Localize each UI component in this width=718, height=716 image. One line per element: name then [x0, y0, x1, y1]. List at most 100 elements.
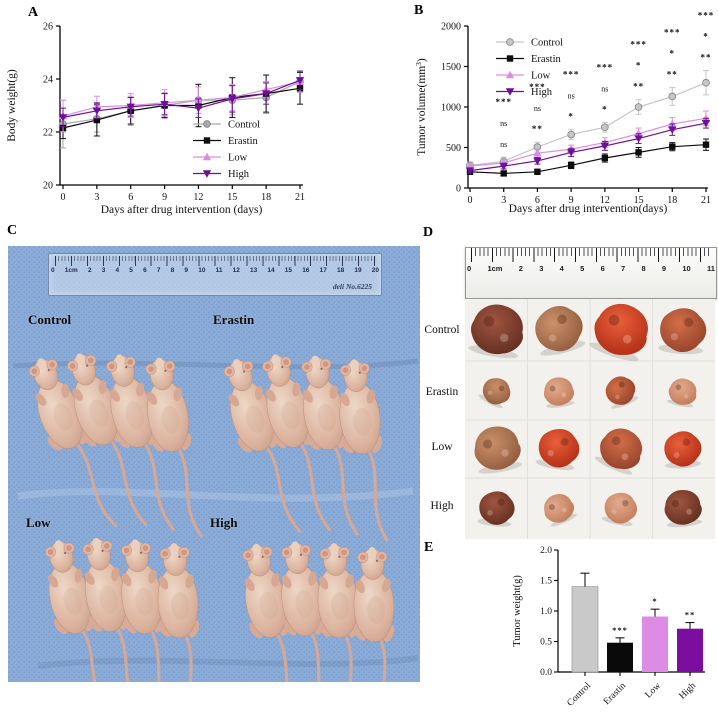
marker-circle [567, 130, 575, 139]
marker-triangle-down [600, 142, 610, 151]
svg-text:ns: ns [601, 84, 608, 93]
series-line [469, 82, 707, 166]
marker-square [93, 116, 101, 124]
panel-label-c: C [7, 223, 18, 238]
category-label: High [678, 681, 699, 702]
ruler-number: 0 [467, 264, 472, 273]
ruler-number: 0 [51, 267, 55, 274]
tumor-row-label-erastin: Erastin [425, 386, 459, 398]
marker-triangle-down [194, 104, 203, 113]
panel-label-e: E [424, 540, 434, 555]
series-high [58, 70, 305, 128]
svg-text:18: 18 [667, 195, 677, 206]
ruler-brand: deli No.6225 [332, 282, 372, 291]
marker-circle [506, 38, 514, 46]
mice-photo [8, 246, 420, 682]
category-label: Low [644, 681, 663, 700]
svg-text:12: 12 [193, 192, 203, 203]
tumor-row-label-control: Control [424, 324, 460, 336]
legend: Control Erastin Low High [193, 120, 260, 180]
y-axis-label: Tumor volume(mm3) [414, 58, 428, 156]
category-label: Control [566, 681, 594, 709]
svg-text:*: * [703, 32, 709, 42]
svg-text:ns: ns [534, 104, 541, 113]
legend-label: Erastin [531, 54, 561, 65]
marker-triangle-down [261, 90, 271, 98]
marker-triangle-down [202, 170, 212, 178]
svg-text:15: 15 [634, 195, 644, 206]
ruler-numbers: 0 1cm 2 3 4 5 6 7 8 9 10 11 12 13 14 15 16 17 18 19 20 [51, 267, 379, 274]
svg-text:*: * [636, 61, 642, 71]
legend-label: High [228, 169, 250, 180]
svg-text:*: * [568, 112, 574, 122]
ruler-number: 3 [101, 267, 106, 274]
legend-label: Low [228, 153, 248, 164]
svg-text:***: *** [698, 11, 715, 21]
marker-circle [668, 92, 677, 101]
marker-square [567, 162, 575, 169]
tumor-photo [465, 299, 715, 539]
ruler-number: 8 [170, 267, 175, 274]
svg-text:**: ** [633, 82, 644, 92]
marker-triangle-down [465, 167, 475, 175]
axes: 0 500 1000 1500 2000 0 3 6 9 12 15 18 21 Days after d… [441, 22, 711, 216]
marker-triangle-down [228, 95, 237, 104]
bar-low [642, 616, 668, 672]
significance-annotations: ***nsns***ns*****ns****ns***************… [495, 11, 715, 150]
marker-triangle-down [634, 135, 643, 143]
ruler-number: 13 [250, 267, 258, 274]
ruler-number: 20 [371, 267, 379, 274]
series-high [465, 117, 711, 175]
marker-triangle-down [668, 126, 677, 134]
marker-triangle-down [160, 100, 169, 109]
ruler-number: 17 [319, 267, 327, 274]
tumor-row-label-high: High [430, 500, 454, 512]
legend-label: High [531, 87, 553, 98]
svg-text:3: 3 [94, 192, 99, 203]
marker-triangle-up [202, 152, 212, 161]
ruler-major-ticks [471, 248, 711, 262]
marker-circle [634, 103, 643, 111]
photo-seams [465, 299, 715, 539]
svg-text:2000: 2000 [441, 22, 461, 33]
svg-text:24: 24 [43, 75, 53, 86]
svg-text:18: 18 [261, 192, 271, 203]
ruler-number: 9 [184, 267, 189, 274]
svg-text:500: 500 [446, 143, 461, 154]
group-label-control: Control [28, 312, 72, 327]
ruler-number: 14 [267, 267, 275, 274]
series-line [469, 144, 707, 175]
svg-text:6: 6 [535, 195, 540, 206]
svg-text:0: 0 [61, 192, 66, 203]
series-line [469, 117, 707, 167]
ruler-number: 10 [682, 264, 691, 273]
ruler-number: 11 [707, 264, 715, 273]
svg-text:ns: ns [500, 140, 507, 149]
svg-text:2.0: 2.0 [540, 546, 552, 556]
ruler-number: 18 [336, 267, 345, 274]
ruler-number: 6 [143, 267, 147, 274]
marker-circle [702, 78, 710, 87]
svg-text:15: 15 [227, 192, 237, 203]
marker-circle [203, 120, 211, 128]
svg-text:***: *** [563, 70, 580, 80]
bar-erastin [607, 642, 633, 672]
svg-text:***: *** [597, 62, 614, 72]
ruler-number: 6 [600, 264, 605, 273]
legend-label: Erastin [228, 136, 258, 147]
ruler-panel-d: 0 1cm 2 3 4 5 6 7 8 9 10 11 [465, 247, 717, 299]
ruler-number: 16 [302, 267, 310, 274]
significance-label: ** [685, 610, 696, 620]
marker-square [534, 168, 541, 175]
marker-triangle-down [701, 120, 711, 128]
marker-square [203, 137, 211, 144]
ruler-number: 12 [232, 267, 240, 274]
marker-triangle-down [295, 77, 305, 85]
ruler-number: 11 [215, 267, 223, 274]
category-label: Erastin [602, 681, 628, 707]
ruler-number: 1cm [64, 267, 78, 274]
marker-triangle-down [58, 114, 68, 122]
svg-text:1500: 1500 [441, 62, 461, 73]
group-label-high: High [210, 515, 238, 530]
marker-square [601, 154, 609, 162]
